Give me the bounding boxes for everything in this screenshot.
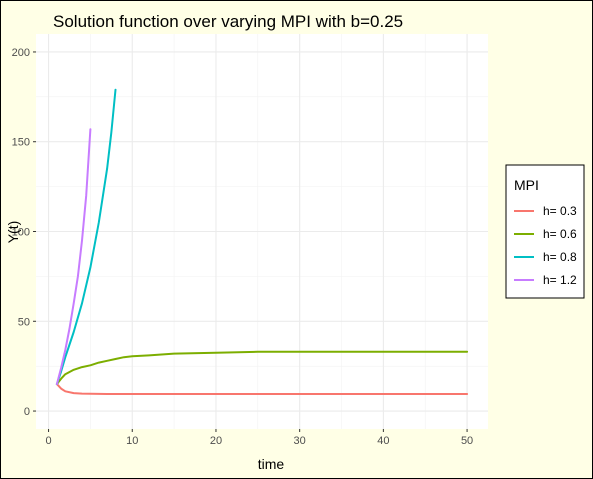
x-tick-label: 40 [377, 435, 389, 447]
x-tick-label: 30 [294, 435, 306, 447]
x-tick-label: 20 [210, 435, 222, 447]
x-tick-label: 10 [126, 435, 138, 447]
series-line [55, 88, 117, 386]
legend-items: h= 0.3 h= 0.6 h= 0.8 h= 1.2 [514, 204, 577, 287]
legend-box [505, 164, 585, 299]
x-tick-label: 50 [461, 435, 473, 447]
y-tick-label: 150 [12, 137, 30, 149]
legend: MPI h= 0.3 h= 0.6 h= 0.8 h= 1.2 [505, 164, 585, 299]
x-tick-label: 0 [45, 435, 51, 447]
series-line [55, 350, 469, 386]
legend-label: h= 0.3 [543, 204, 577, 218]
y-axis-ticks: 0 50 100 150 200 [12, 47, 36, 418]
legend-label: h= 1.2 [543, 273, 577, 287]
series-layer [55, 88, 469, 395]
y-tick-label: 0 [24, 406, 30, 418]
legend-label: h= 0.6 [543, 227, 577, 241]
legend-label: h= 0.8 [543, 250, 577, 264]
legend-title: MPI [514, 177, 539, 193]
x-axis-ticks: 0 10 20 30 40 50 [45, 429, 473, 447]
series-line [55, 128, 92, 386]
y-tick-label: 100 [12, 227, 30, 239]
y-tick-label: 200 [12, 47, 30, 59]
y-tick-label: 50 [18, 316, 30, 328]
y-axis-title: Y(t) [5, 221, 21, 244]
series-line [55, 383, 469, 395]
x-axis-title: time [258, 456, 285, 472]
grid-major [36, 34, 488, 429]
chart-title: Solution function over varying MPI with … [53, 12, 403, 31]
